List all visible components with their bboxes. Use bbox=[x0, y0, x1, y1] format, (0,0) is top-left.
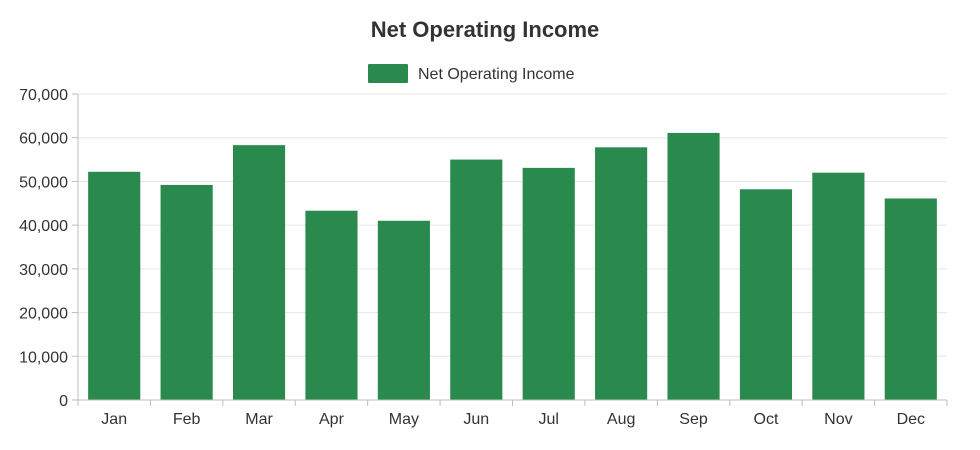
x-axis-ticks: Jan Feb Mar Apr May Jun Jul Aug Sep Oct Nov Dec bbox=[101, 400, 948, 428]
bar-sep[interactable] bbox=[667, 132, 720, 401]
bars bbox=[88, 132, 937, 401]
x-tick-label: Oct bbox=[754, 411, 779, 428]
y-tick-label: 10,000 bbox=[19, 349, 68, 366]
bar-apr[interactable] bbox=[305, 210, 358, 400]
bar-may[interactable] bbox=[377, 220, 430, 400]
x-tick-label: Nov bbox=[824, 411, 852, 428]
legend-swatch[interactable] bbox=[368, 64, 408, 83]
y-tick-label: 40,000 bbox=[19, 218, 68, 235]
bar-mar[interactable] bbox=[232, 145, 286, 400]
bar-jun[interactable] bbox=[450, 159, 503, 400]
x-tick-label: Aug bbox=[607, 411, 635, 428]
y-tick-label: 50,000 bbox=[19, 174, 68, 191]
x-tick-label: Feb bbox=[173, 411, 201, 428]
x-tick-label: Dec bbox=[897, 411, 925, 428]
bar-nov[interactable] bbox=[812, 172, 865, 400]
y-tick-label: 60,000 bbox=[19, 131, 68, 148]
x-tick-label: Sep bbox=[679, 411, 708, 428]
y-tick-label: 70,000 bbox=[19, 87, 68, 104]
y-axis-ticks: 0 10,000 20,000 30,000 40,000 50,000 60,000 70,… bbox=[19, 87, 78, 410]
legend[interactable]: Net Operating Income bbox=[368, 64, 575, 83]
y-tick-label: 20,000 bbox=[19, 306, 68, 323]
x-tick-label: Mar bbox=[245, 411, 273, 428]
bar-dec[interactable] bbox=[884, 198, 937, 400]
bar-feb[interactable] bbox=[160, 184, 213, 400]
y-tick-label: 0 bbox=[59, 393, 68, 410]
bar-oct[interactable] bbox=[739, 189, 793, 400]
x-tick-label: May bbox=[389, 411, 419, 428]
x-tick-label: Jun bbox=[463, 411, 489, 428]
chart-title: Net Operating Income bbox=[371, 17, 600, 42]
gridlines bbox=[78, 93, 947, 401]
bar-jan[interactable] bbox=[88, 171, 141, 400]
x-tick-label: Jul bbox=[538, 411, 558, 428]
bar-jul[interactable] bbox=[522, 167, 575, 400]
x-tick-label: Apr bbox=[319, 411, 345, 428]
axes bbox=[72, 94, 947, 406]
legend-label[interactable]: Net Operating Income bbox=[418, 66, 575, 83]
y-tick-label: 30,000 bbox=[19, 262, 68, 279]
x-tick-label: Jan bbox=[101, 411, 127, 428]
bar-aug[interactable] bbox=[595, 147, 648, 400]
